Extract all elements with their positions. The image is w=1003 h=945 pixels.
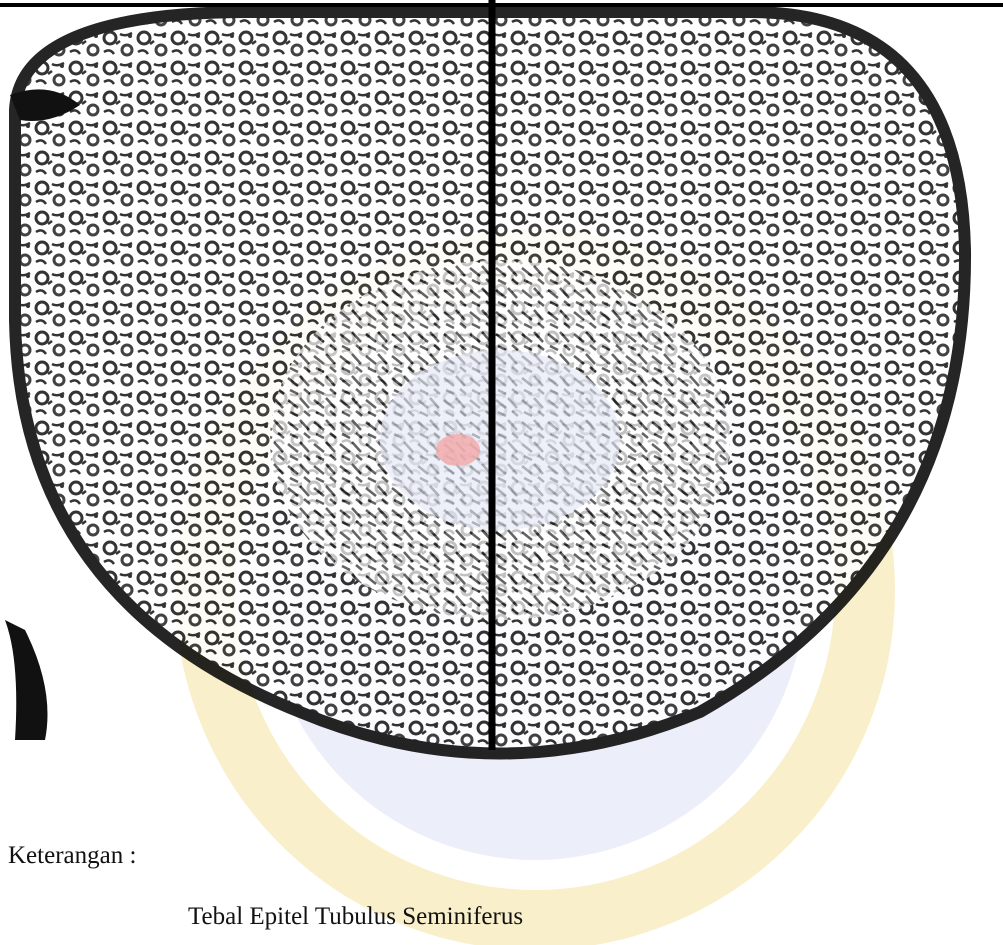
caption-text: Tebal Epitel Tubulus Seminiferus	[188, 903, 523, 931]
page: {"caption": {"label": "Keterangan :", "t…	[0, 0, 1003, 945]
micrograph	[0, 0, 1003, 945]
tissue-fragment	[5, 620, 48, 740]
lumen-center	[380, 350, 620, 530]
stain	[436, 434, 480, 466]
caption-label: Keterangan :	[8, 842, 136, 870]
